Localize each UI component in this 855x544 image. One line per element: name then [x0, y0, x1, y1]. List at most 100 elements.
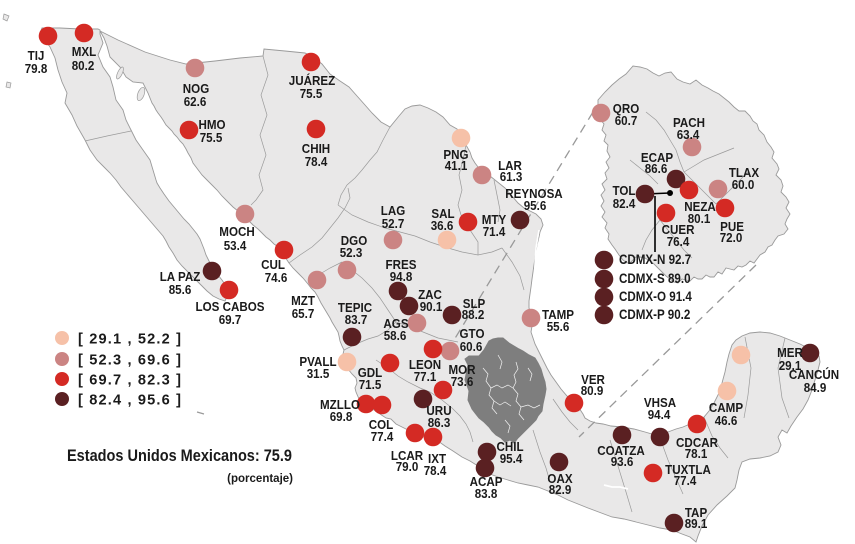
- svg-text:Estados Unidos Mexicanos: 75.9: Estados Unidos Mexicanos: 75.9: [67, 447, 292, 465]
- svg-text:[ 52.3 , 69.6 ]: [ 52.3 , 69.6 ]: [78, 352, 181, 368]
- svg-text:69.8: 69.8: [330, 409, 353, 424]
- svg-text:94.8: 94.8: [390, 269, 413, 284]
- svg-text:MTY: MTY: [482, 212, 507, 227]
- svg-text:LAG: LAG: [381, 203, 406, 218]
- svg-text:LEON: LEON: [409, 357, 441, 372]
- svg-text:82.9: 82.9: [549, 482, 572, 497]
- svg-text:TUXTLA: TUXTLA: [665, 462, 711, 477]
- svg-text:GTO: GTO: [460, 326, 485, 341]
- svg-text:41.1: 41.1: [445, 158, 468, 173]
- svg-text:93.6: 93.6: [611, 454, 634, 469]
- svg-text:CDCAR: CDCAR: [676, 435, 718, 450]
- svg-text:CDMX-S 89.0: CDMX-S 89.0: [619, 271, 691, 286]
- svg-text:63.4: 63.4: [677, 127, 700, 142]
- svg-text:46.6: 46.6: [715, 413, 738, 428]
- svg-text:76.4: 76.4: [667, 234, 690, 249]
- svg-text:36.6: 36.6: [431, 218, 454, 233]
- svg-text:80.2: 80.2: [72, 58, 95, 73]
- svg-text:TIJ: TIJ: [28, 48, 45, 63]
- svg-text:VHSA: VHSA: [644, 395, 676, 410]
- svg-text:[ 69.7 , 82.3 ]: [ 69.7 , 82.3 ]: [78, 372, 181, 388]
- svg-text:MZLLO: MZLLO: [320, 397, 360, 412]
- svg-text:SLP: SLP: [463, 296, 486, 311]
- svg-text:TAP: TAP: [685, 505, 707, 520]
- svg-text:PACH: PACH: [673, 115, 705, 130]
- svg-text:GDL: GDL: [358, 365, 383, 380]
- svg-text:LAR: LAR: [498, 158, 522, 173]
- svg-text:PNG: PNG: [443, 147, 468, 162]
- svg-text:86.6: 86.6: [645, 161, 668, 176]
- svg-text:[ 29.1 , 52.2 ]: [ 29.1 , 52.2 ]: [78, 331, 181, 347]
- svg-text:74.6: 74.6: [265, 270, 288, 285]
- svg-text:79.8: 79.8: [25, 61, 48, 76]
- svg-text:COL: COL: [369, 417, 394, 432]
- svg-text:PVALL: PVALL: [299, 354, 337, 369]
- svg-text:LCAR: LCAR: [391, 448, 423, 463]
- svg-text:75.5: 75.5: [200, 130, 223, 145]
- svg-text:90.1: 90.1: [420, 299, 443, 314]
- svg-text:MXL: MXL: [72, 44, 97, 59]
- svg-text:LA PAZ: LA PAZ: [160, 269, 201, 284]
- svg-text:TEPIC: TEPIC: [338, 300, 372, 315]
- svg-text:CANCÚN: CANCÚN: [789, 366, 839, 382]
- svg-text:83.8: 83.8: [475, 486, 498, 501]
- svg-text:QRO: QRO: [613, 101, 640, 116]
- svg-text:88.2: 88.2: [462, 307, 485, 322]
- svg-text:89.1: 89.1: [685, 516, 708, 531]
- svg-text:77.4: 77.4: [371, 429, 394, 444]
- svg-text:MOR: MOR: [448, 362, 475, 377]
- svg-text:79.0: 79.0: [396, 459, 419, 474]
- svg-text:CDMX-P 90.2: CDMX-P 90.2: [619, 307, 690, 322]
- svg-text:78.4: 78.4: [424, 463, 447, 478]
- svg-text:83.7: 83.7: [345, 312, 368, 327]
- svg-text:TLAX: TLAX: [729, 165, 760, 180]
- svg-text:60.6: 60.6: [460, 339, 483, 354]
- svg-text:PUE: PUE: [720, 219, 744, 234]
- svg-text:[ 82.4 , 95.6 ]: [ 82.4 , 95.6 ]: [78, 392, 181, 408]
- svg-text:60.7: 60.7: [615, 113, 638, 128]
- svg-text:31.5: 31.5: [307, 366, 330, 381]
- svg-text:85.6: 85.6: [169, 282, 192, 297]
- svg-text:SAL: SAL: [431, 206, 455, 221]
- svg-text:78.4: 78.4: [305, 154, 328, 169]
- svg-text:52.7: 52.7: [382, 216, 405, 231]
- svg-text:CHIH: CHIH: [302, 141, 330, 156]
- svg-text:77.1: 77.1: [414, 369, 437, 384]
- svg-text:ACAP: ACAP: [470, 474, 503, 489]
- svg-text:CUER: CUER: [662, 222, 695, 237]
- svg-text:FRES: FRES: [386, 257, 417, 272]
- svg-text:82.4: 82.4: [613, 196, 636, 211]
- svg-text:HMO: HMO: [198, 117, 225, 132]
- svg-text:URU: URU: [426, 403, 451, 418]
- svg-text:80.9: 80.9: [581, 383, 604, 398]
- svg-text:95.6: 95.6: [524, 198, 547, 213]
- svg-text:TOL: TOL: [612, 183, 635, 198]
- svg-text:62.6: 62.6: [184, 94, 207, 109]
- svg-text:78.1: 78.1: [685, 446, 708, 461]
- svg-text:52.3: 52.3: [340, 245, 363, 260]
- svg-text:86.3: 86.3: [428, 415, 451, 430]
- svg-text:NEZA: NEZA: [684, 199, 716, 214]
- svg-text:MOCH: MOCH: [219, 224, 254, 239]
- svg-text:69.7: 69.7: [219, 312, 242, 327]
- svg-text:CDMX-N 92.7: CDMX-N 92.7: [619, 252, 691, 267]
- svg-text:65.7: 65.7: [292, 306, 315, 321]
- svg-text:80.1: 80.1: [688, 211, 711, 226]
- svg-text:94.4: 94.4: [648, 407, 671, 422]
- svg-text:77.4: 77.4: [674, 473, 697, 488]
- svg-text:OAX: OAX: [547, 471, 573, 486]
- svg-text:73.6: 73.6: [451, 374, 474, 389]
- svg-text:53.4: 53.4: [224, 238, 247, 253]
- svg-text:ECAP: ECAP: [641, 150, 673, 165]
- svg-text:71.4: 71.4: [483, 224, 506, 239]
- svg-text:AGS: AGS: [383, 316, 408, 331]
- svg-text:DGO: DGO: [341, 233, 368, 248]
- svg-text:75.5: 75.5: [300, 86, 323, 101]
- svg-text:CAMP: CAMP: [709, 400, 743, 415]
- svg-text:COATZA: COATZA: [597, 443, 645, 458]
- svg-text:95.4: 95.4: [500, 451, 523, 466]
- svg-text:LOS CABOS: LOS CABOS: [195, 299, 264, 314]
- svg-text:60.0: 60.0: [732, 177, 755, 192]
- svg-text:MER: MER: [777, 345, 803, 360]
- svg-text:55.6: 55.6: [547, 319, 570, 334]
